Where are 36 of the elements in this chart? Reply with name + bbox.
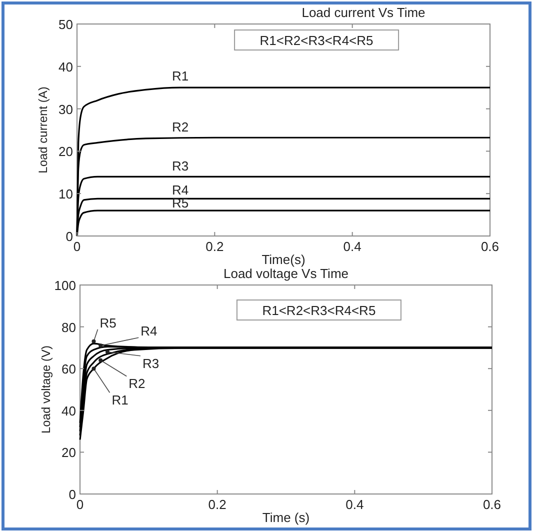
x-axis-title: Time (s) bbox=[262, 510, 310, 525]
y-tick-label: 30 bbox=[58, 102, 73, 117]
x-tick-label: 0.6 bbox=[480, 239, 500, 254]
x-tick-label: 0.2 bbox=[208, 497, 226, 512]
annotation: R3 bbox=[172, 158, 189, 174]
annotation: R4 bbox=[172, 182, 189, 198]
y-tick-label: 0 bbox=[66, 229, 73, 244]
annotation: R1<R2<R3<R4<R5 bbox=[260, 33, 374, 48]
y-tick-label: 60 bbox=[62, 362, 76, 377]
chart-title: Load voltage Vs Time bbox=[223, 266, 349, 281]
annotation: R2 bbox=[128, 376, 146, 392]
y-tick-label: 80 bbox=[62, 320, 76, 335]
annotation: R4 bbox=[140, 324, 158, 339]
y-tick-label: 40 bbox=[62, 403, 76, 418]
y-tick-label: 100 bbox=[54, 278, 76, 293]
annotation: R5 bbox=[172, 196, 189, 211]
annotation: R1 bbox=[112, 392, 128, 408]
annotation: R1<R2<R3<R4<R5 bbox=[262, 303, 376, 318]
chart-title: Load current Vs Time bbox=[302, 5, 426, 20]
y-axis-title: Load voltage (V) bbox=[39, 345, 53, 434]
y-tick-label: 0 bbox=[68, 487, 76, 502]
annotation: R5 bbox=[100, 315, 116, 330]
y-tick-label: 20 bbox=[58, 144, 73, 160]
x-tick-label: 0.2 bbox=[206, 239, 224, 254]
x-tick-label: 0.4 bbox=[343, 239, 362, 254]
x-tick-label: 0.4 bbox=[346, 497, 364, 512]
y-tick-label: 10 bbox=[58, 186, 73, 202]
annotation: R3 bbox=[142, 356, 160, 371]
y-tick-label: 40 bbox=[58, 59, 73, 74]
x-tick-label: 0.6 bbox=[482, 497, 502, 512]
x-axis-title: Time(s) bbox=[262, 252, 306, 267]
annotation: R1 bbox=[172, 68, 189, 84]
y-tick-label: 50 bbox=[58, 17, 73, 32]
y-axis-title: Load current (A) bbox=[36, 86, 50, 174]
annotation: R2 bbox=[172, 120, 189, 135]
y-tick-label: 20 bbox=[62, 445, 76, 460]
